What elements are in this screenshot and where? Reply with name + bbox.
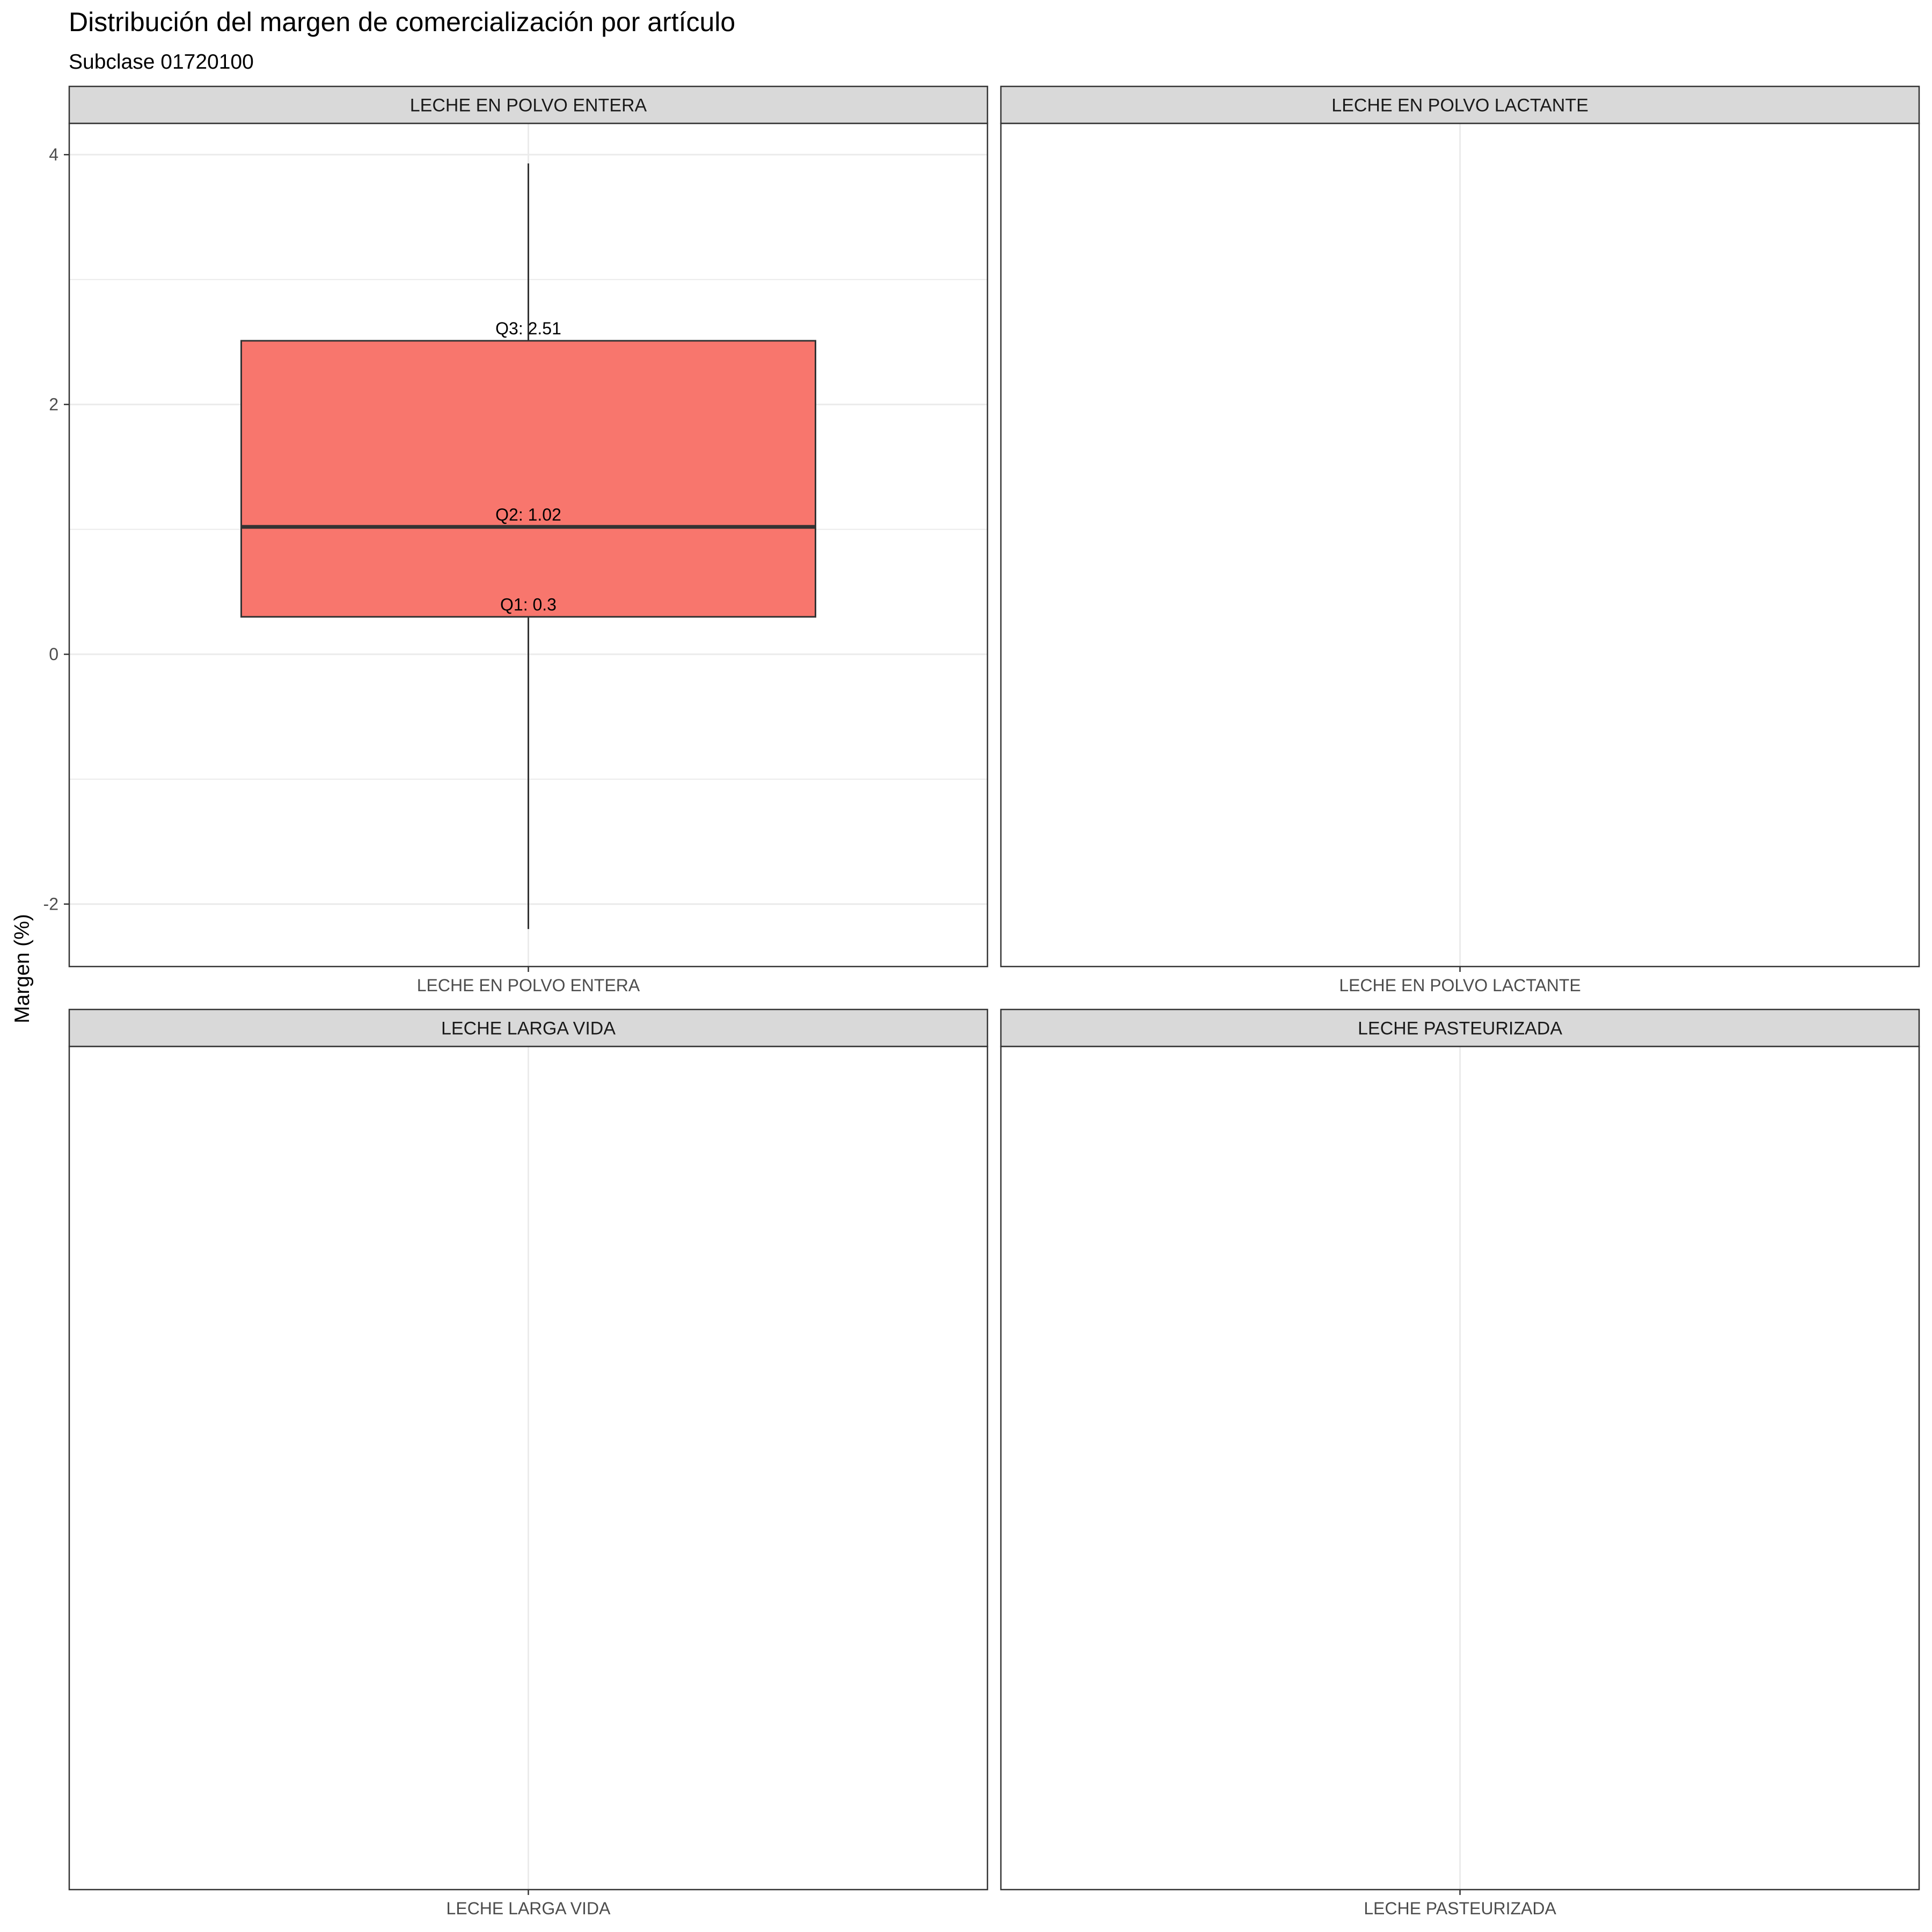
q1-label: Q1: 0.3 bbox=[500, 595, 557, 614]
facet-strip-label: LECHE EN POLVO ENTERA bbox=[410, 96, 647, 116]
chart-subtitle: Subclase 01720100 bbox=[69, 50, 254, 74]
chart-title: Distribución del margen de comercializac… bbox=[69, 7, 735, 37]
facet-panel-4: LECHE PASTEURIZADA LECHE PASTEURIZADA bbox=[1000, 1008, 1920, 1918]
facet-panel-1: LECHE EN POLVO ENTERA -2 0 2 4 Q3: 2.51 Q2: 1.… bbox=[43, 85, 989, 995]
q2-label: Q2: 1.02 bbox=[495, 505, 561, 524]
facet-panel-2: LECHE EN POLVO LACTANTE LECHE EN POLVO LA… bbox=[1000, 85, 1920, 995]
x-tick-label: LECHE EN POLVO ENTERA bbox=[417, 976, 640, 995]
facet-strip-label: LECHE LARGA VIDA bbox=[441, 1019, 616, 1039]
y-tick-label: 4 bbox=[49, 145, 58, 164]
facet-strip-label: LECHE PASTEURIZADA bbox=[1358, 1019, 1562, 1039]
x-tick-label: LECHE EN POLVO LACTANTE bbox=[1339, 976, 1580, 995]
x-tick-label: LECHE PASTEURIZADA bbox=[1364, 1899, 1556, 1918]
facet-panel-3: LECHE LARGA VIDA LECHE LARGA VIDA bbox=[68, 1008, 989, 1918]
box-iqr bbox=[240, 340, 816, 618]
y-tick-label: 0 bbox=[49, 645, 58, 664]
y-axis-label: Margen (%) bbox=[11, 914, 34, 1023]
x-tick-label: LECHE LARGA VIDA bbox=[447, 1899, 611, 1918]
q3-label: Q3: 2.51 bbox=[495, 319, 561, 338]
facet-strip-label: LECHE EN POLVO LACTANTE bbox=[1331, 96, 1589, 116]
facet-strip bbox=[68, 85, 989, 125]
facet-strip bbox=[68, 1008, 989, 1048]
facet-panels: LECHE EN POLVO ENTERA -2 0 2 4 Q3: 2.51 Q2: 1.… bbox=[43, 85, 1920, 1918]
y-tick-label: 2 bbox=[49, 395, 58, 414]
facet-strip bbox=[1000, 1008, 1920, 1048]
y-tick-label: -2 bbox=[43, 895, 58, 914]
